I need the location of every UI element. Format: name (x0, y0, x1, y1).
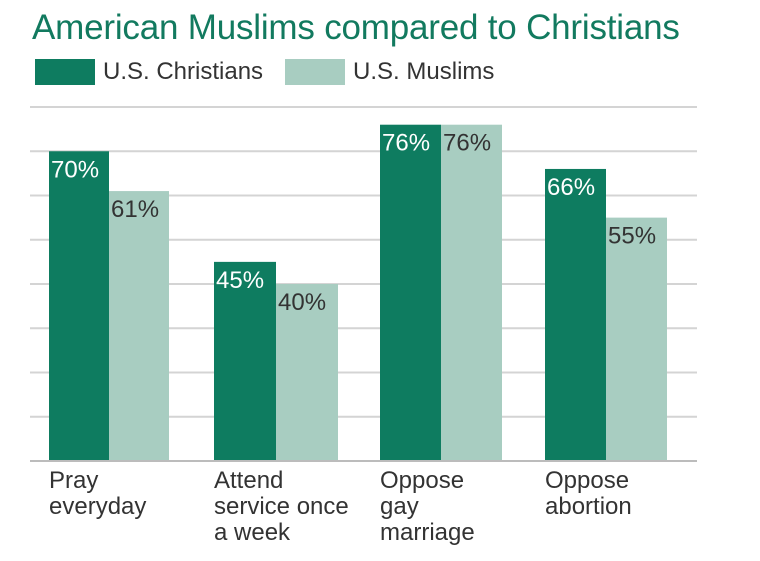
bar-christians (545, 168, 606, 461)
legend-item-muslims: U.S. Muslims (285, 58, 494, 86)
bar-christians (49, 151, 109, 461)
category-label: Pray everyday (49, 467, 146, 520)
bar-christians (380, 124, 441, 461)
legend: U.S. Christians U.S. Muslims (35, 58, 516, 86)
data-label-christians: 66% (547, 174, 595, 201)
legend-label-christians: U.S. Christians (103, 58, 264, 85)
bar-christians (214, 261, 276, 461)
data-label-muslims: 40% (278, 289, 326, 316)
chart-title: American Muslims compared to Christians (32, 8, 680, 47)
category-label: Attend service once a week (214, 467, 349, 546)
bar-muslims (606, 217, 667, 461)
data-label-muslims: 55% (608, 223, 656, 250)
data-label-muslims: 76% (443, 130, 491, 157)
legend-item-christians: U.S. Christians (35, 58, 263, 86)
bar-muslims (276, 284, 338, 461)
data-label-muslims: 61% (111, 196, 159, 223)
legend-swatch-christians (35, 59, 95, 85)
category-label: Oppose gay marriage (380, 467, 475, 546)
legend-swatch-muslims (285, 59, 346, 85)
category-label: Oppose abortion (545, 467, 632, 520)
data-label-christians: 76% (382, 130, 430, 157)
data-label-christians: 70% (51, 156, 99, 183)
bar-muslims (441, 124, 502, 461)
legend-label-muslims: U.S. Muslims (353, 58, 495, 85)
data-label-christians: 45% (216, 267, 264, 294)
bar-muslims (109, 191, 169, 461)
